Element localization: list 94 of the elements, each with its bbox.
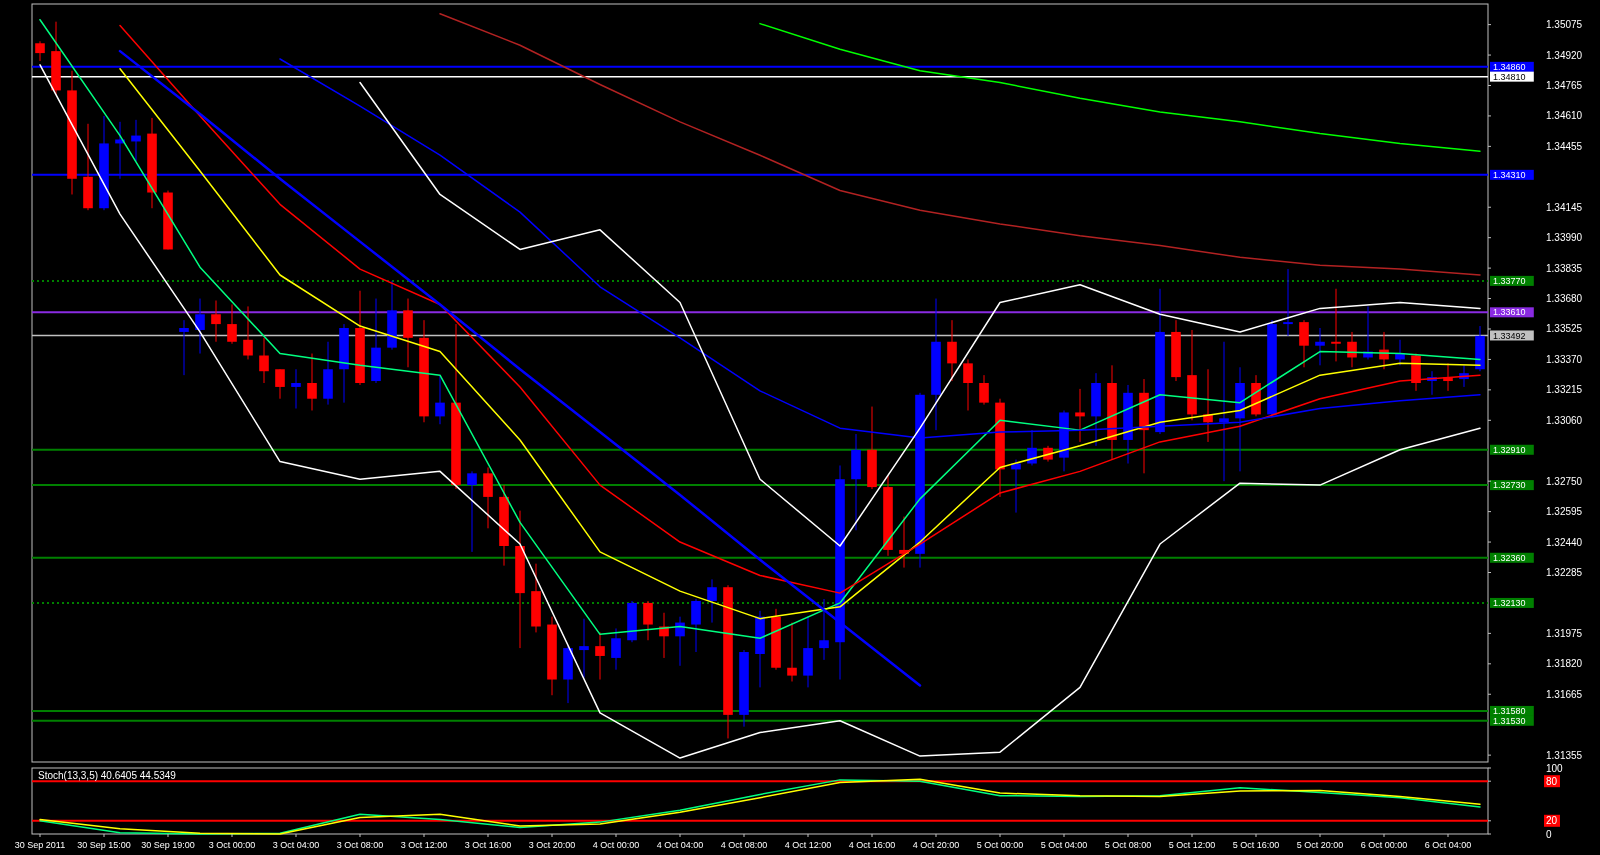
ref-line-label: 1.32730 xyxy=(1493,480,1526,491)
y-tick-label: 1.33680 xyxy=(1546,293,1583,305)
y-tick-label: 100 xyxy=(1546,762,1564,774)
y-tick-label: 1.32440 xyxy=(1546,536,1583,548)
candlestick xyxy=(211,300,221,343)
candlestick xyxy=(291,368,301,410)
y-tick-label: 20 xyxy=(1546,815,1558,827)
ref-line-label: 1.32910 xyxy=(1493,444,1526,455)
ref-line-label: 1.33770 xyxy=(1493,276,1526,287)
y-tick-label: 1.35075 xyxy=(1546,19,1583,31)
candlestick xyxy=(307,353,317,411)
candlestick xyxy=(947,319,957,382)
y-tick-label: 1.34455 xyxy=(1546,140,1583,152)
y-tick-label: 80 xyxy=(1546,775,1558,787)
ref-line-label: 1.34810 xyxy=(1493,71,1526,82)
ref-line-label: 1.31530 xyxy=(1493,715,1526,726)
x-tick-label: 5 Oct 04:00 xyxy=(1040,840,1088,850)
candlestick xyxy=(483,466,493,529)
candlestick xyxy=(611,627,621,671)
x-tick-label: 5 Oct 16:00 xyxy=(1232,840,1280,850)
candlestick xyxy=(227,303,237,345)
line-series xyxy=(439,13,1481,276)
candlestick xyxy=(963,358,973,411)
y-tick-label: 1.33370 xyxy=(1546,353,1583,365)
x-tick-label: 30 Sep 19:00 xyxy=(141,840,195,850)
candlestick xyxy=(1075,388,1085,443)
candlestick xyxy=(259,337,269,384)
x-tick-label: 3 Oct 20:00 xyxy=(528,840,576,850)
candlestick xyxy=(467,470,477,553)
line-series xyxy=(359,81,1481,547)
ref-line-label: 1.33610 xyxy=(1493,307,1526,318)
y-tick-label: 1.33525 xyxy=(1546,323,1583,335)
x-tick-label: 4 Oct 08:00 xyxy=(720,840,768,850)
x-tick-label: 4 Oct 20:00 xyxy=(912,840,960,850)
candlestick xyxy=(707,578,717,624)
candlestick xyxy=(243,305,253,360)
x-tick-label: 6 Oct 04:00 xyxy=(1424,840,1472,850)
ref-line-label: 1.32360 xyxy=(1493,552,1526,563)
candlestick xyxy=(1283,268,1293,337)
candlestick xyxy=(691,598,701,653)
y-tick-label: 1.34765 xyxy=(1546,79,1583,91)
x-tick-label: 3 Oct 08:00 xyxy=(336,840,384,850)
candlestick xyxy=(819,598,829,661)
y-tick-label: 1.31665 xyxy=(1546,688,1583,700)
line-series xyxy=(759,22,1481,153)
y-tick-label: 1.34610 xyxy=(1546,110,1583,122)
y-tick-label: 0 xyxy=(1546,828,1552,840)
y-tick-label: 1.31355 xyxy=(1546,749,1583,761)
x-tick-label: 5 Oct 00:00 xyxy=(976,840,1024,850)
candlestick xyxy=(1315,327,1325,366)
candlestick xyxy=(179,319,189,376)
candlestick xyxy=(643,600,653,641)
x-tick-label: 4 Oct 16:00 xyxy=(848,840,896,850)
x-tick-label: 3 Oct 00:00 xyxy=(208,840,256,850)
x-tick-label: 3 Oct 16:00 xyxy=(464,840,512,850)
y-tick-label: 1.31820 xyxy=(1546,658,1583,670)
candlestick xyxy=(1299,319,1309,368)
candlestick xyxy=(979,374,989,406)
y-tick-label: 1.33060 xyxy=(1546,414,1583,426)
y-tick-label: 1.33215 xyxy=(1546,384,1583,396)
y-tick-label: 1.34145 xyxy=(1546,201,1583,213)
x-tick-label: 4 Oct 04:00 xyxy=(656,840,704,850)
y-tick-label: 1.32595 xyxy=(1546,506,1583,518)
ref-line-label: 1.31580 xyxy=(1493,706,1526,717)
ref-line-label: 1.32130 xyxy=(1493,598,1526,609)
y-tick-label: 1.32285 xyxy=(1546,567,1583,578)
chart-title: Stoch(13,3,5) 40.6405 44.5349 xyxy=(38,770,177,781)
candlestick xyxy=(1347,331,1357,368)
candlestick xyxy=(579,618,589,679)
y-tick-label: 1.31975 xyxy=(1546,627,1583,639)
candlestick xyxy=(435,374,445,425)
y-tick-label: 1.32750 xyxy=(1546,475,1583,487)
ref-line-label: 1.34860 xyxy=(1493,61,1526,72)
x-tick-label: 5 Oct 12:00 xyxy=(1168,840,1216,850)
candlestick xyxy=(595,631,605,681)
x-tick-label: 5 Oct 08:00 xyxy=(1104,840,1152,850)
x-tick-label: 30 Sep 2011 xyxy=(14,840,66,850)
y-tick-label: 1.33835 xyxy=(1546,262,1583,274)
x-tick-label: 3 Oct 12:00 xyxy=(400,840,448,850)
x-tick-label: 3 Oct 04:00 xyxy=(272,840,320,850)
candlestick xyxy=(1331,288,1341,362)
x-tick-label: 4 Oct 00:00 xyxy=(592,840,640,850)
x-tick-label: 6 Oct 00:00 xyxy=(1360,840,1408,850)
x-tick-label: 30 Sep 15:00 xyxy=(77,840,131,850)
candlestick xyxy=(195,298,205,355)
x-tick-label: 5 Oct 20:00 xyxy=(1296,840,1344,850)
candlestick xyxy=(275,368,285,400)
x-tick-label: 4 Oct 12:00 xyxy=(784,840,832,850)
y-tick-label: 1.33990 xyxy=(1546,232,1583,244)
candlestick xyxy=(787,622,797,682)
candlestick xyxy=(35,40,45,62)
y-tick-label: 1.34920 xyxy=(1546,49,1583,61)
ref-line-label: 1.34310 xyxy=(1493,169,1526,180)
ref-line-label: 1.33492 xyxy=(1493,330,1526,341)
